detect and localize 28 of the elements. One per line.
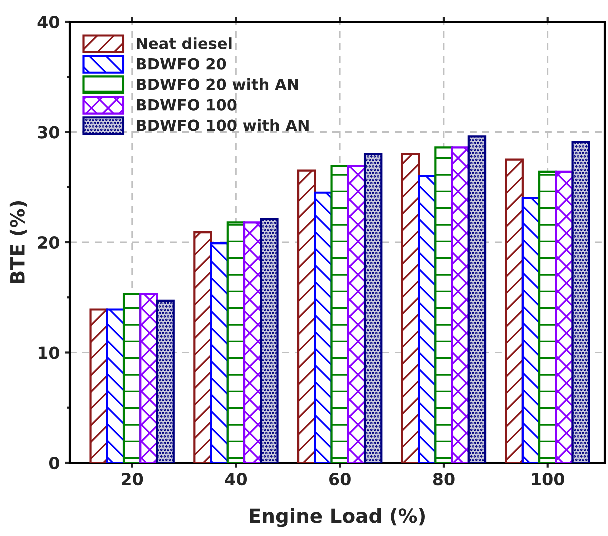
y-tick-label: 30 [38, 126, 60, 139]
bar [364, 153, 383, 463]
x-tick-label: 80 [433, 473, 455, 486]
legend-label: BDWFO 100 [137, 99, 237, 111]
bar [505, 158, 524, 463]
x-axis-title: Engine Load (%) [250, 508, 425, 528]
x-tick-label: 100 [532, 473, 564, 486]
y-tick-label: 10 [38, 346, 60, 360]
bar [330, 165, 350, 463]
y-tick-label: 20 [38, 236, 60, 250]
bar [210, 242, 229, 463]
bar [156, 300, 175, 463]
legend-label: BDWFO 100 with AN [137, 119, 309, 132]
x-tick-label: 20 [122, 473, 144, 486]
bar [468, 136, 487, 463]
y-axis-title: BTE (%) [10, 201, 28, 284]
y-tick-label: 0 [49, 456, 60, 470]
bar [572, 141, 590, 463]
bar [260, 218, 279, 463]
legend-label: Neat diesel [137, 38, 232, 50]
bar [555, 170, 574, 463]
bar [451, 146, 470, 463]
y-tick-label: 40 [38, 16, 60, 29]
bar [90, 308, 108, 463]
x-tick-label: 40 [225, 473, 248, 486]
legend-label: BDWFO 20 [137, 58, 226, 70]
legend-label: BDWFO 20 with AN [137, 78, 298, 90]
x-tick-label: 60 [330, 473, 351, 486]
